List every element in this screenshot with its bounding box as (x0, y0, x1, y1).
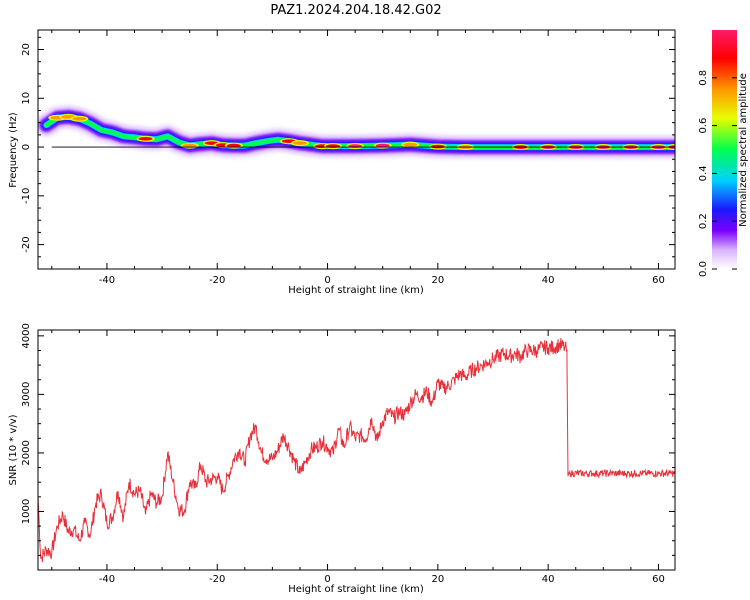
colorbar-tick-label: 0.8 (698, 70, 709, 86)
x-tick-label: -40 (99, 574, 115, 585)
x-tick-label: 0 (324, 275, 330, 286)
heatmap-core-peak (138, 136, 153, 141)
heatmap-core-peak (292, 141, 307, 145)
y-tick-label: 2000 (21, 440, 32, 465)
y-tick-label: 0 (21, 144, 32, 150)
y-tick-label: 10 (21, 92, 32, 105)
heatmap-x-ticks: -40 -20 0 20 40 60 (51, 30, 665, 286)
colorbar-tick-label: 0.4 (698, 165, 709, 181)
snr-y-axis-label: SNR (10 * v/v) (8, 414, 19, 485)
heatmap-y-ticks: -20 -10 0 10 20 (21, 36, 675, 270)
heatmap-core-peak (226, 143, 241, 148)
heatmap-core-peak (182, 143, 197, 148)
colorbar: 0.0 0.2 0.4 0.6 0.8 Normalized spectral ampl… (698, 30, 749, 277)
snr-frame (37, 329, 676, 571)
x-tick-label: -20 (209, 574, 225, 585)
snr-x-ticks: -40 -20 0 20 40 60 (51, 330, 665, 585)
snr-y-ticks: 1000 2000 3000 4000 (21, 323, 675, 571)
heatmap-layers (38, 105, 675, 159)
x-tick-label: 40 (542, 275, 555, 286)
snr-series-line (38, 338, 675, 563)
x-tick-label: 20 (431, 275, 444, 286)
heatmap-frame (37, 29, 676, 270)
snr-x-axis-label: Height of straight line (km) (288, 584, 424, 595)
colorbar-tick-label: 0.0 (698, 261, 709, 277)
colorbar-tick-label: 0.2 (698, 213, 709, 229)
y-tick-label: -20 (21, 236, 32, 252)
heatmap-core-peak (430, 144, 445, 149)
snr-panel: -40 -20 0 20 40 60 1000 2000 3000 4000 Height of… (8, 323, 676, 595)
heatmap-core-peak (72, 116, 87, 121)
x-tick-label: 0 (324, 574, 330, 585)
x-tick-label: 40 (542, 574, 555, 585)
y-tick-label: 1000 (21, 499, 32, 524)
x-tick-label: 60 (652, 275, 665, 286)
colorbar-gradient (712, 30, 737, 269)
y-tick-label: -10 (21, 188, 32, 204)
heatmap-plot-area (38, 105, 675, 159)
colorbar-label: Normalized spectral amplitude (738, 73, 749, 227)
heatmap-core-peak (403, 142, 418, 147)
heatmap-panel: -40 -20 0 20 40 60 -20 -10 0 10 20 Height of stra… (8, 29, 676, 296)
y-tick-label: 4000 (21, 323, 32, 348)
heatmap-x-axis-label: Height of straight line (km) (288, 285, 424, 296)
heatmap-y-axis-label: Frequency (Hz) (8, 112, 19, 188)
x-tick-label: 20 (431, 574, 444, 585)
y-tick-label: 20 (21, 43, 32, 56)
colorbar-tick-label: 0.6 (698, 118, 709, 134)
heatmap-core-peak (375, 143, 390, 148)
x-tick-label: 60 (652, 574, 665, 585)
colorbar-ticks: 0.0 0.2 0.4 0.6 0.8 (698, 70, 737, 277)
x-tick-label: -20 (209, 275, 225, 286)
figure-title: PAZ1.2024.204.18.42.G02 (270, 3, 441, 18)
y-tick-label: 3000 (21, 382, 32, 407)
x-tick-label: -40 (99, 275, 115, 286)
